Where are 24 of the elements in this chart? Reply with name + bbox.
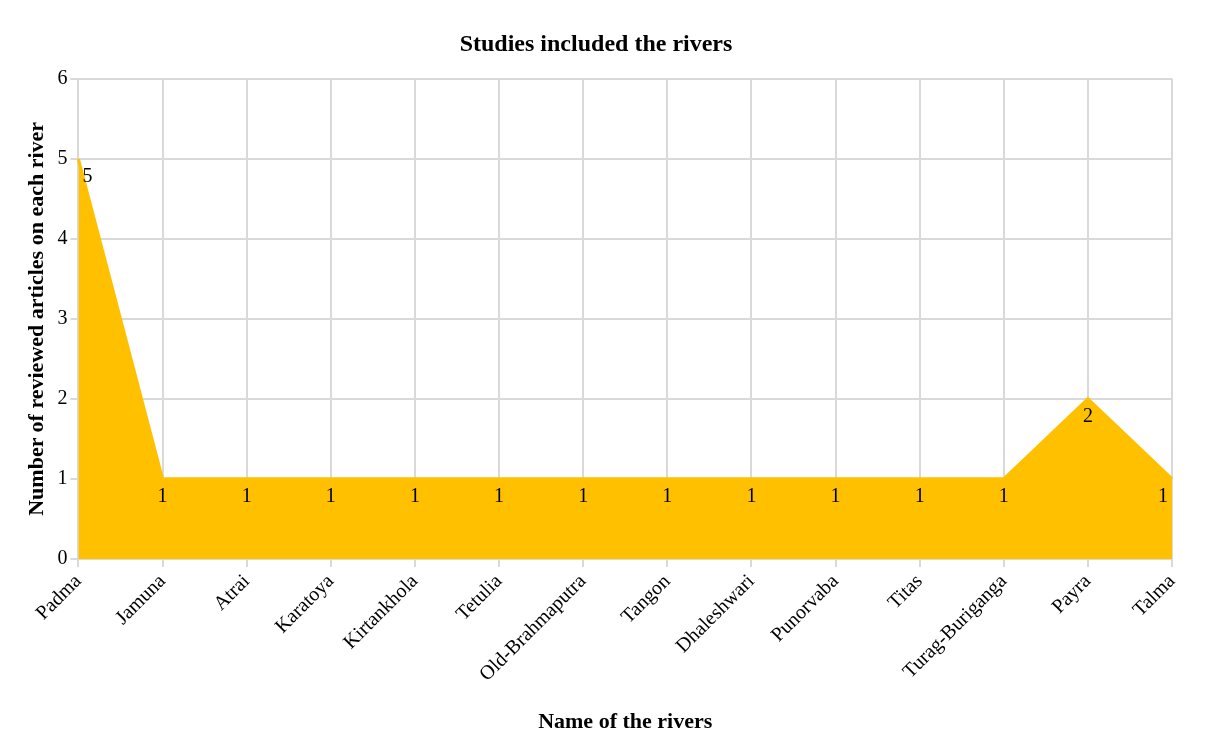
y-tick-label: 1	[57, 466, 68, 489]
chart-title: Studies included the rivers	[459, 29, 733, 56]
y-tick-label: 3	[57, 306, 68, 329]
x-axis-title: Name of the rivers	[538, 708, 713, 734]
data-label: 1	[157, 484, 168, 507]
data-label: 1	[998, 484, 1009, 507]
data-label: 1	[578, 484, 589, 507]
y-tick-label: 4	[57, 226, 68, 249]
y-tick-label: 0	[57, 546, 68, 569]
data-label: 1	[662, 484, 673, 507]
data-label: 1	[325, 484, 336, 507]
data-label: 5	[82, 164, 93, 187]
data-label: 2	[1082, 404, 1093, 427]
data-label: 1	[1158, 484, 1168, 507]
y-tick-label: 5	[57, 146, 68, 169]
data-label: 1	[746, 484, 757, 507]
data-label: 1	[241, 484, 252, 507]
data-label: 1	[830, 484, 841, 507]
data-label: 1	[914, 484, 925, 507]
y-tick-label: 2	[57, 386, 68, 409]
y-tick-label: 6	[57, 66, 68, 89]
y-axis-title: Number of reviewed articles on each river	[22, 121, 48, 516]
data-label: 1	[494, 484, 505, 507]
data-label: 1	[409, 484, 420, 507]
